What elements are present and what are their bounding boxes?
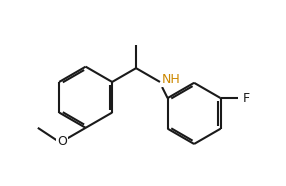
Text: O: O xyxy=(57,135,67,148)
Text: F: F xyxy=(243,92,250,105)
Text: NH: NH xyxy=(162,73,181,86)
